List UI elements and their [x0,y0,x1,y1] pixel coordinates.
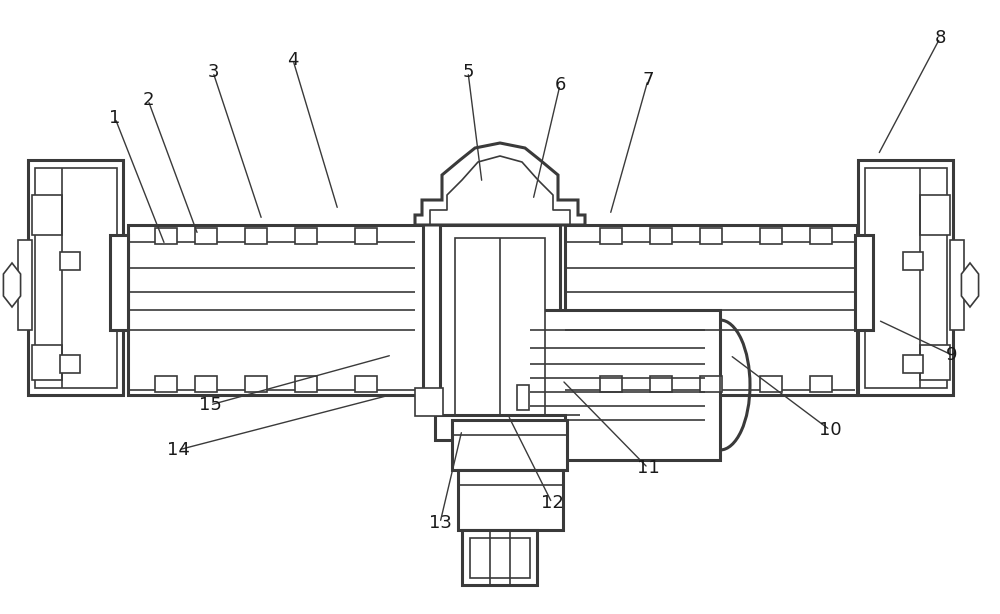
Bar [920,195,950,235]
Bar [128,225,423,395]
Text: 15: 15 [199,396,221,414]
Bar [295,228,317,244]
Bar [600,376,622,392]
Bar [810,228,832,244]
Bar [415,388,443,416]
Bar [458,470,563,530]
Bar [470,538,530,578]
Bar [32,195,62,235]
Text: 12: 12 [541,494,563,512]
Bar [950,240,964,330]
Bar [700,228,722,244]
Text: 8: 8 [934,29,946,47]
Bar [195,376,217,392]
Text: 13: 13 [429,514,451,532]
Bar [32,345,62,380]
Text: 4: 4 [287,51,299,69]
Text: 5: 5 [462,63,474,81]
Text: 2: 2 [142,91,154,109]
Text: 1: 1 [109,109,121,127]
Bar [245,228,267,244]
Bar [462,530,537,585]
Bar [700,376,722,392]
Bar [650,376,672,392]
Polygon shape [3,263,21,307]
Bar [855,235,873,330]
Bar [245,376,267,392]
Bar [18,240,32,330]
Bar [155,376,177,392]
Bar [455,238,545,416]
Bar [920,345,950,380]
Bar [865,168,947,388]
Bar [60,252,80,270]
Bar [435,415,565,440]
Polygon shape [961,263,979,307]
Text: 7: 7 [642,71,654,89]
Bar [60,355,80,373]
Bar [110,235,128,330]
Text: 3: 3 [207,63,219,81]
Bar [155,228,177,244]
Text: 14: 14 [167,441,189,459]
Bar [903,355,923,373]
Bar [565,225,857,395]
Bar [195,228,217,244]
Bar [355,228,377,244]
Polygon shape [415,143,585,225]
Text: 10: 10 [819,421,841,439]
Bar [760,376,782,392]
Bar [295,376,317,392]
Bar [858,160,953,395]
Bar [810,376,832,392]
Bar [760,228,782,244]
Bar [28,160,123,395]
Bar [600,228,622,244]
Bar [355,376,377,392]
Bar [517,385,529,410]
Text: 9: 9 [946,346,958,364]
Bar [520,310,720,460]
Text: 6: 6 [554,76,566,94]
Bar [440,225,560,420]
Bar [452,420,567,470]
Bar [650,228,672,244]
Bar [35,168,117,388]
Bar [903,252,923,270]
Text: 11: 11 [637,459,659,477]
